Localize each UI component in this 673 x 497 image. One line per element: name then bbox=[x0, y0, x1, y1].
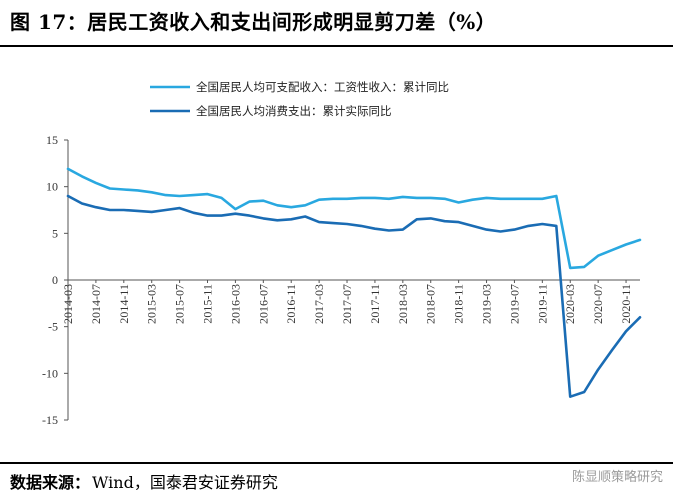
x-tick-label: 2018-07 bbox=[424, 284, 438, 324]
series-line-wage-income bbox=[66, 167, 642, 270]
x-tick-label: 2018-03 bbox=[396, 284, 410, 324]
x-tick-label: 2019-03 bbox=[480, 284, 494, 324]
x-tick-label: 2016-07 bbox=[256, 284, 270, 324]
y-tick-label: 0 bbox=[52, 273, 58, 287]
y-tick-label: 5 bbox=[52, 226, 58, 240]
x-tick-label: 2015-03 bbox=[145, 284, 159, 324]
chart-lines bbox=[66, 167, 642, 399]
x-tick-label: 2018-11 bbox=[452, 284, 466, 324]
title-rule bbox=[0, 45, 673, 47]
source-label: 数据来源： bbox=[10, 473, 91, 492]
y-tick-label: -10 bbox=[42, 366, 58, 380]
x-tick-label: 2015-07 bbox=[173, 284, 187, 324]
series-line-consumption bbox=[66, 194, 642, 399]
x-tick-label: 2017-07 bbox=[340, 284, 354, 324]
x-tick-label: 2016-11 bbox=[284, 284, 298, 324]
legend-label: 全国居民人均可支配收入：工资性收入：累计同比 bbox=[196, 80, 449, 94]
x-tick-label: 2017-11 bbox=[368, 284, 382, 324]
source-text: Wind，国泰君安证券研究 bbox=[92, 473, 278, 492]
x-tick-label: 2020-07 bbox=[591, 284, 605, 324]
y-tick-label: 15 bbox=[46, 133, 58, 147]
y-tick-label: 10 bbox=[46, 180, 58, 194]
x-tick-label: 2017-03 bbox=[312, 284, 326, 324]
watermark: 陈显顺策略研究 bbox=[571, 470, 663, 485]
chart-axes: 15 10 5 0 -5 -10 -15 2014-03 2014-07 2014-11 2015-… bbox=[42, 133, 640, 427]
x-tick-label: 2019-11 bbox=[535, 284, 549, 324]
x-tick-label: 2020-03 bbox=[563, 284, 577, 324]
y-tick-label: -15 bbox=[42, 413, 58, 427]
x-tick-label: 2015-11 bbox=[201, 284, 215, 324]
source-rule bbox=[0, 462, 673, 464]
x-tick-label: 2014-03 bbox=[61, 284, 75, 324]
x-tick-label: 2019-07 bbox=[507, 284, 521, 324]
x-tick-label: 2016-03 bbox=[228, 284, 242, 324]
x-tick-label: 2014-11 bbox=[117, 284, 131, 324]
figure-title: 图 17：居民工资收入和支出间形成明显剪刀差（%） bbox=[10, 10, 497, 34]
legend-label: 全国居民人均消费支出：累计实际同比 bbox=[196, 104, 392, 118]
x-tick-label: 2014-07 bbox=[89, 284, 103, 324]
y-tick-label: -5 bbox=[48, 320, 58, 334]
x-tick-label: 2020-11 bbox=[619, 284, 633, 324]
source-note: 数据来源： Wind，国泰君安证券研究 bbox=[10, 469, 278, 493]
